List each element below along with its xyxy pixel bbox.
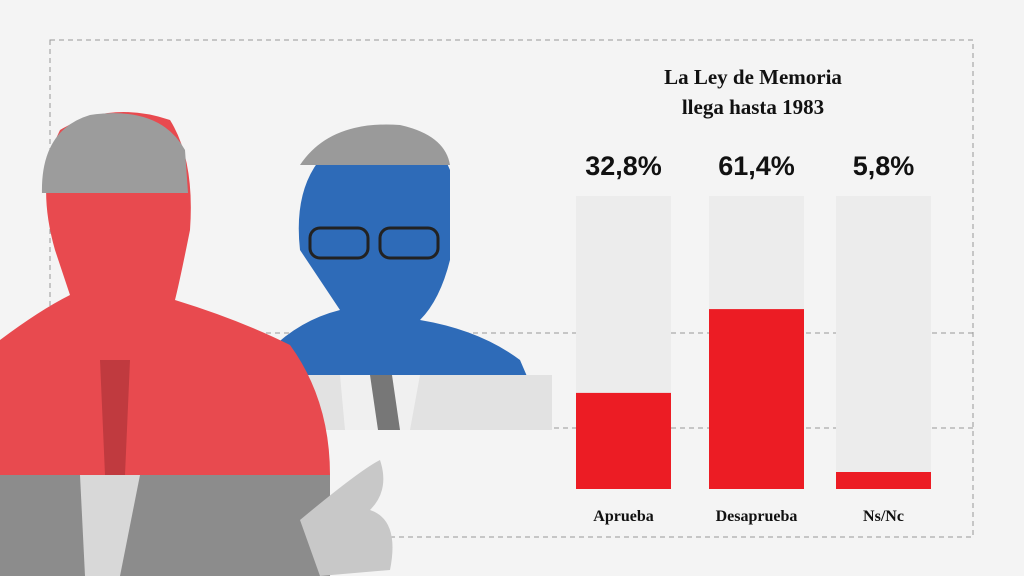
bar [709, 309, 804, 489]
value-label: 32,8% [585, 151, 662, 181]
x-tick-label: Desaprueba [716, 508, 798, 525]
x-tick-label: Aprueba [593, 508, 653, 525]
value-label: 61,4% [718, 151, 795, 181]
bar-track [836, 196, 931, 489]
chart-title: La Ley de Memoria llega hasta 1983 [664, 65, 842, 119]
x-tick-label: Ns/Nc [863, 508, 904, 525]
bar [576, 392, 671, 489]
bar [836, 472, 931, 489]
value-label: 5,8% [853, 151, 915, 181]
frame [49, 39, 974, 538]
photo-left [0, 112, 393, 576]
